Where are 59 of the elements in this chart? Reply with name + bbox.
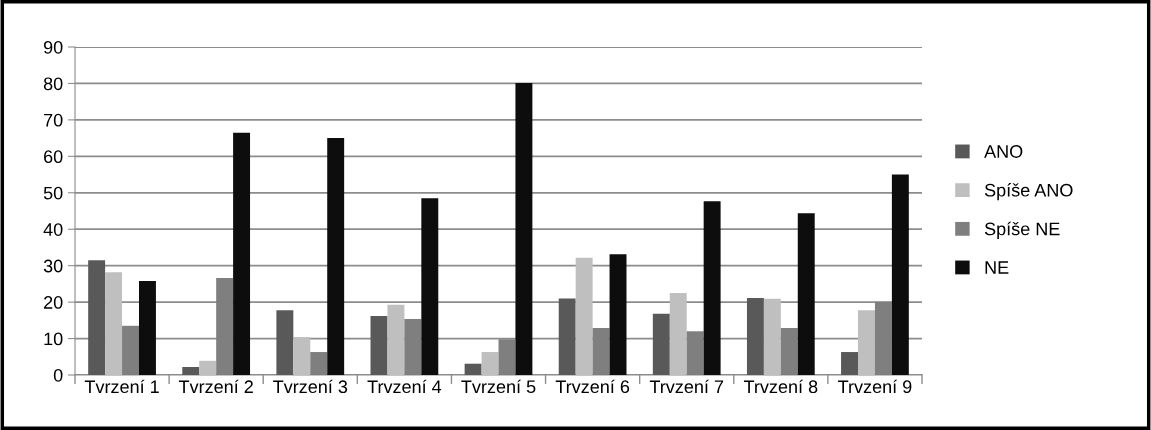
y-tick-label: 20 bbox=[44, 296, 63, 309]
y-tick-label: 0 bbox=[53, 368, 63, 382]
bar bbox=[139, 280, 156, 375]
x-tick-label: Trvzení 4 bbox=[367, 379, 442, 394]
bar bbox=[122, 325, 139, 375]
bar bbox=[88, 260, 106, 375]
bar bbox=[558, 298, 576, 375]
bar bbox=[276, 310, 294, 375]
bar bbox=[797, 213, 815, 375]
y-tick-label: 10 bbox=[44, 332, 63, 346]
legend-label: NE bbox=[985, 261, 1009, 274]
bar bbox=[841, 352, 858, 375]
x-tick-label: Trvzení 7 bbox=[649, 379, 724, 394]
y-tick-label: 40 bbox=[43, 223, 63, 236]
y-tick-label: 90 bbox=[43, 40, 63, 54]
x-tick-label: Tvrzení 2 bbox=[178, 379, 253, 394]
bar bbox=[310, 352, 328, 375]
bar bbox=[182, 366, 200, 375]
bar bbox=[780, 327, 798, 375]
bar bbox=[515, 83, 533, 375]
bar bbox=[592, 327, 610, 375]
y-tick-label: 30 bbox=[43, 259, 63, 273]
bar bbox=[105, 272, 123, 375]
bar bbox=[293, 337, 311, 375]
x-tick-label: Tvrzení 3 bbox=[273, 379, 348, 394]
bar bbox=[216, 278, 234, 375]
bar bbox=[669, 293, 687, 375]
bar bbox=[199, 360, 217, 375]
bar bbox=[387, 304, 405, 375]
bar bbox=[481, 352, 499, 375]
x-tick-label: Trvzení 6 bbox=[555, 379, 630, 394]
bar bbox=[421, 198, 439, 375]
y-tick-label: 60 bbox=[44, 150, 63, 164]
x-tick-label: Trvzení 9 bbox=[838, 379, 912, 394]
x-tick-label: Tvrzení 5 bbox=[461, 379, 536, 394]
legend-label: ANO bbox=[984, 145, 1023, 158]
bar bbox=[404, 318, 422, 375]
bar bbox=[891, 174, 909, 375]
bar bbox=[874, 301, 892, 375]
bar bbox=[327, 138, 345, 375]
bar bbox=[652, 313, 670, 375]
y-tick-label: 70 bbox=[44, 113, 63, 127]
bar bbox=[464, 363, 482, 375]
y-tick-label: 80 bbox=[43, 77, 63, 91]
bar bbox=[575, 257, 593, 375]
legend-label: Spíše NE bbox=[984, 221, 1060, 239]
bar bbox=[746, 298, 764, 375]
bar bbox=[370, 315, 388, 375]
bar bbox=[763, 298, 781, 375]
bar bbox=[233, 132, 251, 375]
bar bbox=[686, 331, 704, 375]
bar bbox=[703, 201, 721, 375]
x-tick-label: Tvrzení 1 bbox=[84, 379, 159, 394]
legend-label: Spíše ANO bbox=[984, 183, 1073, 201]
y-tick-label: 50 bbox=[43, 186, 63, 200]
x-tick-label: Trvzení 8 bbox=[743, 379, 818, 394]
bar bbox=[609, 254, 627, 375]
bar bbox=[498, 339, 516, 375]
bar bbox=[858, 310, 875, 375]
